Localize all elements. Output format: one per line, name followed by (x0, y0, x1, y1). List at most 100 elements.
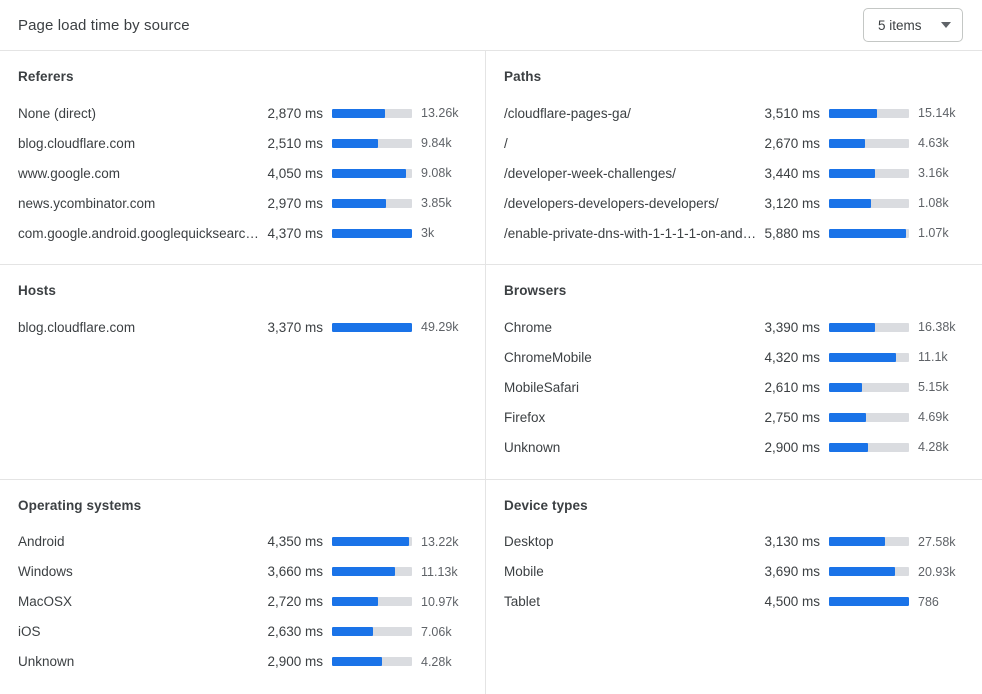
table-row[interactable]: MacOSX 2,720 ms 10.97k (18, 587, 466, 617)
table-row[interactable]: MobileSafari 2,610 ms 5.15k (504, 372, 963, 402)
panel-rows: Android 4,350 ms 13.22k Windows 3,660 ms 11.1… (18, 527, 466, 677)
row-label: Windows (18, 564, 73, 580)
row-load-time: 2,750 ms (764, 409, 820, 425)
widget-header: Page load time by source 5 items (0, 0, 982, 51)
row-bar-fill (829, 108, 877, 118)
row-count: 4.28k (421, 654, 452, 669)
row-count: 4.69k (918, 410, 949, 425)
row-count: 16.38k (918, 320, 956, 335)
table-row[interactable]: Unknown 2,900 ms 4.28k (18, 647, 466, 677)
panel-title: Hosts (18, 283, 57, 299)
row-label: ChromeMobile (504, 349, 592, 365)
row-label: blog.cloudflare.com (18, 319, 136, 335)
row-label: Tablet (504, 594, 541, 610)
row-bar-fill (829, 537, 885, 547)
row-load-time: 3,370 ms (267, 319, 323, 335)
table-row[interactable]: /enable-private-dns-with-1-1-1-1-on-andr… (504, 218, 963, 248)
row-bar-fill (332, 228, 412, 238)
table-row[interactable]: /developers-developers-developers/3,120 … (504, 188, 963, 218)
row-load-time: 2,510 ms (267, 135, 323, 151)
row-label: news.ycombinator.com (18, 195, 156, 211)
row-count: 1.07k (918, 226, 949, 240)
panel-title: Browsers (504, 283, 567, 299)
row-bar-track (829, 108, 909, 118)
row-bar-track (829, 382, 909, 392)
panels-grid: Referers None (direct) 2,870 ms 13.26k blog.… (0, 51, 982, 694)
row-label: /developer-week-challenges/ (504, 165, 676, 181)
row-load-time: 2,720 ms (267, 594, 323, 610)
row-bar-fill (829, 382, 862, 392)
row-label: blog.cloudflare.com (18, 135, 136, 151)
table-row[interactable]: Desktop 3,130 ms 27.58k (504, 527, 963, 557)
row-load-time: 4,350 ms (267, 534, 323, 550)
row-bar-track (829, 322, 909, 332)
row-bar-fill (332, 322, 412, 332)
row-load-time: 2,900 ms (267, 654, 323, 670)
row-bar-fill (829, 412, 866, 422)
row-bar-fill (829, 352, 897, 362)
table-row[interactable]: com.google.android.googlequicksearchbox 4… (18, 218, 466, 248)
table-row[interactable]: Android 4,350 ms 13.22k (18, 527, 466, 557)
row-label: MacOSX (18, 594, 73, 610)
row-bar-fill (829, 597, 909, 607)
table-row[interactable]: Chrome 3,390 ms 16.38k (504, 312, 963, 342)
row-bar-fill (829, 138, 865, 148)
row-count: 4.63k (918, 136, 949, 150)
panel-rows: Desktop 3,130 ms 27.58k Mobile 3,690 ms 20.93… (504, 527, 963, 617)
table-row[interactable]: Tablet 4,500 ms 786 (504, 587, 963, 617)
row-bar-track (332, 198, 412, 208)
row-count: 13.26k (421, 106, 459, 120)
row-load-time: 4,050 ms (267, 165, 323, 181)
panel-rows: blog.cloudflare.com 3,370 ms 49.29k (18, 312, 466, 342)
row-load-time: 2,870 ms (267, 105, 323, 121)
table-row[interactable]: Mobile 3,690 ms 20.93k (504, 557, 963, 587)
table-row[interactable]: www.google.com 4,050 ms 9.08k (18, 158, 466, 188)
panel-hosts: Hosts blog.cloudflare.com 3,370 ms 49.29k (0, 265, 486, 480)
row-bar-fill (829, 198, 872, 208)
row-load-time: 4,320 ms (764, 349, 820, 365)
row-load-time: 2,630 ms (267, 624, 323, 640)
table-row[interactable]: None (direct) 2,870 ms 13.26k (18, 98, 466, 128)
row-bar-track (332, 228, 412, 238)
row-load-time: 3,660 ms (267, 564, 323, 580)
row-count: 9.08k (421, 166, 452, 180)
table-row[interactable]: / 2,670 ms 4.63k (504, 128, 963, 158)
row-bar-fill (829, 322, 876, 332)
row-load-time: 4,370 ms (267, 225, 323, 241)
row-load-time: 5,880 ms (764, 225, 820, 241)
row-bar-fill (829, 168, 876, 178)
row-bar-fill (332, 657, 382, 667)
row-bar-track (829, 597, 909, 607)
row-load-time: 3,120 ms (764, 195, 820, 211)
table-row[interactable]: iOS 2,630 ms 7.06k (18, 617, 466, 647)
panel-rows: None (direct) 2,870 ms 13.26k blog.cloudfla… (18, 98, 466, 248)
table-row[interactable]: /cloudflare-pages-ga/3,510 ms 15.14k (504, 98, 963, 128)
table-row[interactable]: Unknown 2,900 ms 4.28k (504, 432, 963, 462)
row-load-time: 2,970 ms (267, 195, 323, 211)
panel-title: Operating systems (18, 497, 142, 513)
row-label: MobileSafari (504, 379, 580, 395)
table-row[interactable]: Firefox 2,750 ms 4.69k (504, 402, 963, 432)
row-load-time: 3,130 ms (764, 534, 820, 550)
row-bar-track (332, 657, 412, 667)
items-count-select[interactable]: 5 items (863, 8, 963, 42)
row-bar-fill (332, 168, 407, 178)
row-load-time: 4,500 ms (764, 594, 820, 610)
row-load-time: 2,610 ms (764, 379, 820, 395)
row-bar-fill (332, 597, 378, 607)
table-row[interactable]: /developer-week-challenges/3,440 ms 3.16k (504, 158, 963, 188)
chevron-down-icon (941, 22, 951, 28)
table-row[interactable]: Windows 3,660 ms 11.13k (18, 557, 466, 587)
row-bar-track (829, 198, 909, 208)
table-row[interactable]: ChromeMobile 4,320 ms 11.1k (504, 342, 963, 372)
panel-title: Referers (18, 69, 74, 84)
page-title: Page load time by source (18, 16, 190, 34)
row-label: / (504, 135, 508, 151)
table-row[interactable]: news.ycombinator.com 2,970 ms 3.85k (18, 188, 466, 218)
row-label: Chrome (504, 319, 553, 335)
row-count: 15.14k (918, 106, 956, 120)
row-bar-track (829, 138, 909, 148)
table-row[interactable]: blog.cloudflare.com 2,510 ms 9.84k (18, 128, 466, 158)
row-bar-track (332, 168, 412, 178)
table-row[interactable]: blog.cloudflare.com 3,370 ms 49.29k (18, 312, 466, 342)
